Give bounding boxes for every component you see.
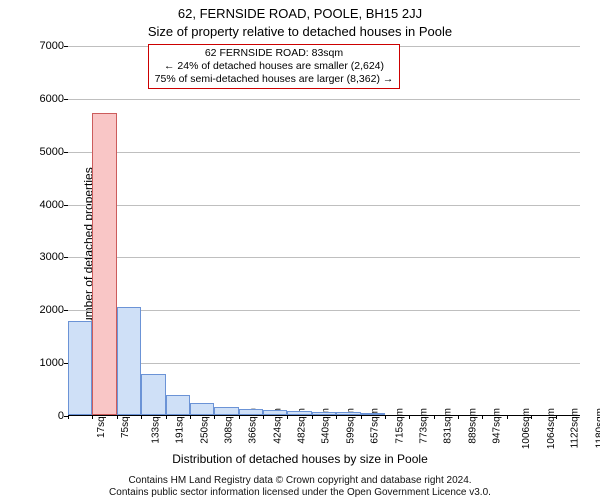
x-tick-mark [482,415,483,419]
annotation-line: 75% of semi-detached houses are larger (… [153,73,395,86]
y-tick-label: 1000 [24,357,64,369]
attribution-line: Contains HM Land Registry data © Crown c… [0,475,600,487]
y-tick-label: 2000 [24,304,64,316]
y-tick-label: 4000 [24,199,64,211]
gridline [68,363,580,364]
annotation-line: ← 24% of detached houses are smaller (2,… [153,60,395,73]
x-tick-label: 947sqm [492,408,503,444]
y-tick-label: 6000 [24,93,64,105]
histogram-bar [214,407,238,415]
x-tick-label: 1180sqm [594,408,600,448]
x-tick-label: 831sqm [443,408,454,444]
y-tick-mark [64,310,68,311]
histogram-bar [336,412,360,415]
x-tick-mark [166,415,167,419]
histogram-bar [361,413,385,415]
x-tick-mark [385,415,386,419]
histogram-bar [68,321,92,415]
x-tick-mark [287,415,288,419]
y-tick-mark [64,257,68,258]
x-tick-mark [458,415,459,419]
annotation-box: 62 FERNSIDE ROAD: 83sqm ← 24% of detache… [148,44,400,89]
histogram-bar [312,412,336,415]
x-tick-mark [92,415,93,419]
x-tick-mark [117,415,118,419]
histogram-bar [117,307,141,415]
x-tick-mark [312,415,313,419]
x-axis-label: Distribution of detached houses by size … [0,452,600,466]
x-tick-mark [556,415,557,419]
page-subtitle: Size of property relative to detached ho… [0,24,600,39]
gridline [68,257,580,258]
x-tick-mark [141,415,142,419]
gridline [68,99,580,100]
annotation-line: 62 FERNSIDE ROAD: 83sqm [153,47,395,60]
gridline [68,310,580,311]
x-tick-label: 889sqm [467,408,478,444]
histogram-bar [263,410,287,415]
attribution-line: Contains public sector information licen… [0,487,600,499]
x-tick-mark [361,415,362,419]
x-tick-mark [531,415,532,419]
x-tick-label: 773sqm [419,408,430,444]
x-tick-mark [239,415,240,419]
x-tick-label: 715sqm [394,408,405,444]
x-tick-mark [190,415,191,419]
highlight-bar [92,113,116,415]
histogram-bar [287,411,311,415]
x-tick-label: 1122sqm [570,408,581,448]
x-tick-mark [68,415,69,419]
histogram-bar [239,409,263,415]
y-tick-mark [64,99,68,100]
x-tick-mark [214,415,215,419]
plot-area: 62 FERNSIDE ROAD: 83sqm ← 24% of detache… [68,46,580,416]
histogram-bar [141,374,165,415]
y-tick-label: 5000 [24,146,64,158]
histogram-bar [190,403,214,415]
gridline [68,152,580,153]
histogram-bar [166,395,190,415]
page-title: 62, FERNSIDE ROAD, POOLE, BH15 2JJ [0,6,600,21]
y-tick-label: 3000 [24,251,64,263]
x-tick-mark [263,415,264,419]
y-tick-mark [64,152,68,153]
attribution: Contains HM Land Registry data © Crown c… [0,475,600,498]
y-tick-label: 7000 [24,40,64,52]
gridline [68,205,580,206]
x-tick-mark [409,415,410,419]
chart-container: 62, FERNSIDE ROAD, POOLE, BH15 2JJ Size … [0,0,600,500]
y-tick-mark [64,46,68,47]
x-tick-mark [434,415,435,419]
y-tick-mark [64,205,68,206]
x-tick-mark [336,415,337,419]
y-tick-label: 0 [24,410,64,422]
x-tick-mark [507,415,508,419]
